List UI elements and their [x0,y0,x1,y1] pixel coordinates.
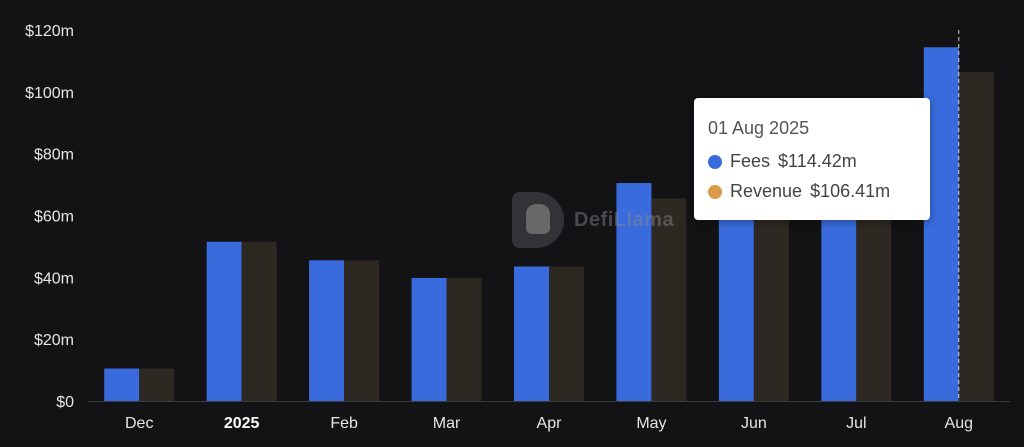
y-tick-label: $60m [34,209,74,226]
fees-bar-may[interactable] [616,183,652,401]
revenue-bar-apr[interactable] [549,266,584,401]
revenue-bar-may[interactable] [651,198,687,401]
fees-bar-2025[interactable] [206,241,242,401]
y-tick-label: $120m [25,23,74,40]
x-tick-label: 2025 [224,415,260,432]
x-tick-label: Aug [945,415,973,432]
fees-bar-jul[interactable] [821,206,857,401]
x-tick-label: Mar [433,415,461,432]
bars-group [104,47,994,402]
chart-tooltip: 01 Aug 2025 Fees $114.42m Revenue $106.4… [694,98,930,220]
fees-bar-dec[interactable] [104,368,140,401]
watermark: DefiLlama [512,190,692,250]
x-tick-label: Dec [125,415,153,432]
y-tick-label: $20m [34,332,74,349]
revenue-bar-jul[interactable] [856,218,892,401]
tooltip-value: $114.42m [778,151,857,171]
x-tick-label: May [636,415,666,432]
revenue-legend-dot-icon [708,184,722,199]
revenue-bar-aug[interactable] [958,72,994,401]
x-tick-label: Jun [741,415,767,432]
tooltip-label: Revenue [730,181,803,201]
revenue-bar-feb[interactable] [344,260,380,401]
y-tick-label: $100m [25,85,74,102]
x-tick-label: Feb [330,415,358,432]
y-axis: $0 $20m $40m $60m $80m $100m $120m [25,23,74,411]
fees-legend-dot-icon [708,154,722,169]
tooltip-row-revenue: Revenue $106.41m [708,181,916,202]
tooltip-value: $106.41m [810,181,891,201]
x-tick-label: Jul [846,415,866,432]
fees-bar-mar[interactable] [411,277,447,401]
revenue-bar-mar[interactable] [446,277,482,401]
revenue-bar-jun[interactable] [753,218,789,401]
fees-bar-feb[interactable] [309,260,345,401]
fees-bar-jun[interactable] [718,206,754,401]
tooltip-date: 01 Aug 2025 [708,118,810,138]
tooltip-row-fees: Fees $114.42m [708,151,916,172]
tooltip-label: Fees [730,151,771,171]
y-tick-label: $40m [34,270,74,287]
revenue-bar-2025[interactable] [241,241,277,401]
y-tick-label: $0 [56,394,74,411]
revenue-bar-dec[interactable] [139,368,175,401]
watermark-text: DefiLlama [574,208,675,231]
x-axis: Dec 2025 Feb Mar Apr May Jun Jul Aug [125,415,973,432]
y-tick-label: $80m [34,147,74,164]
fees-bar-apr[interactable] [514,266,549,401]
x-tick-label: Apr [537,415,563,432]
llama-logo-icon [512,192,564,248]
